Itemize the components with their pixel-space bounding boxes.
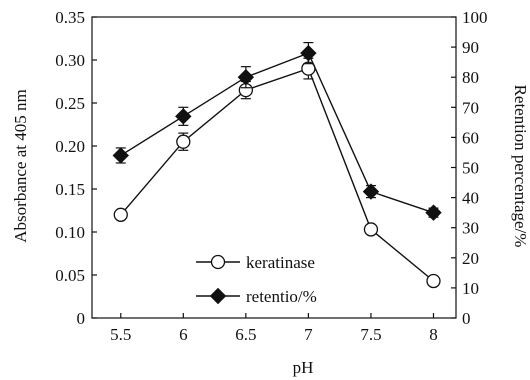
x-tick-label: 7.5 [360,325,381,344]
data-point [425,204,442,221]
series-layer [112,41,442,289]
plot-area-border [91,16,457,319]
data-point [363,222,379,237]
legend-marker [210,254,226,270]
y-left-tick-label: 0 [77,309,86,328]
data-point [113,207,128,222]
y-left-tick-label: 0.25 [55,94,85,113]
x-tick-label: 5.5 [110,325,131,344]
y-left-tick-label: 0.15 [55,180,85,199]
y-left-tick-label: 0.10 [55,223,85,242]
data-point [175,108,192,125]
y-right-tick-label: 90 [462,38,479,57]
data-point [237,68,255,86]
x-tick-label: 6.5 [235,325,256,344]
series-retention [112,41,442,221]
data-point [176,134,191,149]
data-point [300,44,317,62]
y-right-tick-label: 10 [462,279,479,298]
plot-frame [91,16,457,319]
y-right-tick-label: 70 [462,98,479,117]
legend-marker [209,287,227,305]
data-point [426,273,441,289]
x-tick-label: 7 [304,325,313,344]
legend-item: keratinase [196,253,315,272]
legend: keratinase retentio/% [196,253,317,306]
legend-label: keratinase [246,253,315,272]
y-left-tick-label: 0.30 [55,51,85,70]
series-line [120,67,434,282]
x-tick-label: 8 [429,325,438,344]
y-right-tick-label: 50 [462,159,479,178]
y-right-tick-label: 80 [462,68,479,87]
legend-item: retentio/% [196,287,317,306]
y-axis-right-title: Retention percentage/% [511,85,530,248]
data-point [112,147,129,164]
axis-ticks: 5.5 6 6.5 7 7.5 800.050.100.150.200.250.300.3… [55,8,487,344]
y-right-tick-label: 0 [462,309,471,328]
x-tick-label: 6 [179,325,188,344]
y-left-tick-label: 0.05 [55,266,85,285]
y-right-tick-label: 60 [462,128,479,147]
y-left-tick-label: 0.20 [55,137,85,156]
series-keratinase [113,57,441,289]
series-line [120,52,434,214]
y-right-tick-label: 40 [462,189,479,208]
legend-label: retentio/% [246,287,317,306]
data-point [362,183,380,200]
y-left-tick-label: 0.35 [55,8,85,27]
y-right-tick-label: 30 [462,219,479,238]
y-axis-left-title: Absorbance at 405 nm [11,89,30,242]
y-right-tick-label: 100 [462,8,488,27]
y-right-tick-label: 20 [462,249,479,268]
x-axis-title: pH [293,358,314,377]
